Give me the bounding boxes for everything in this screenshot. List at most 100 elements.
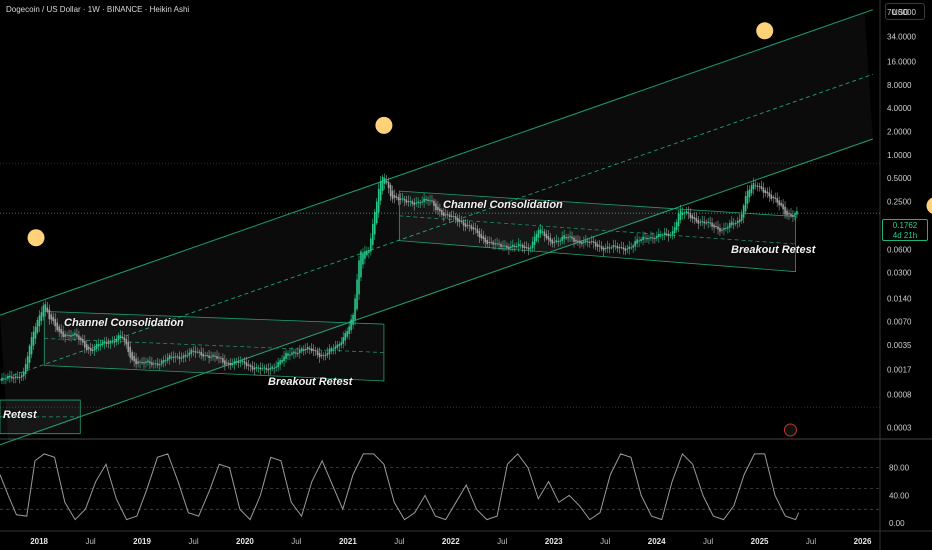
x-tick-label: Jul xyxy=(85,537,95,546)
candle-body xyxy=(121,336,124,338)
candle-body xyxy=(610,247,613,249)
candle-body xyxy=(705,222,707,224)
candle-body xyxy=(263,367,266,369)
candle-body xyxy=(228,362,230,364)
candle-body xyxy=(600,246,603,250)
candle-body xyxy=(11,376,13,379)
candle-body xyxy=(659,235,662,237)
currency-selector[interactable]: USD xyxy=(885,3,925,20)
candle-body xyxy=(99,344,102,346)
candle-body xyxy=(703,221,705,224)
candle-body xyxy=(253,367,256,370)
candle-body xyxy=(482,236,485,239)
candle-body xyxy=(28,345,31,363)
candle-body xyxy=(119,335,122,338)
candle-body xyxy=(590,240,593,243)
candle-body xyxy=(326,352,329,356)
candle-body xyxy=(72,334,74,336)
candle-body xyxy=(486,239,489,245)
candle-body xyxy=(470,225,473,229)
y-tick-label: 4.0000 xyxy=(887,104,912,113)
candle-body xyxy=(587,241,589,243)
candle-body xyxy=(583,241,585,244)
candle-body xyxy=(614,245,617,247)
last-price-label: 0.1762 4d 21h xyxy=(882,219,928,241)
candle-body xyxy=(342,337,345,344)
x-tick-label: 2018 xyxy=(30,537,48,546)
candle-body xyxy=(281,359,283,363)
candle-body xyxy=(626,248,629,250)
candle-body xyxy=(742,205,745,218)
candle-body xyxy=(182,355,185,359)
candle-body xyxy=(697,219,700,224)
candle-body xyxy=(472,227,475,230)
candle-body xyxy=(285,352,287,359)
candle-body xyxy=(322,354,325,356)
candle-body xyxy=(82,338,84,343)
candle-body xyxy=(758,186,761,188)
candle-body xyxy=(287,353,289,356)
candle-body xyxy=(766,191,769,194)
candle-body xyxy=(101,342,104,345)
candle-body xyxy=(334,346,337,350)
candle-body xyxy=(673,227,676,234)
candle-body xyxy=(364,251,366,259)
candle-body xyxy=(606,246,609,249)
candle-body xyxy=(778,200,780,206)
candle-body xyxy=(644,237,646,239)
candle-body xyxy=(725,227,727,229)
candle-body xyxy=(54,319,57,327)
candle-body xyxy=(429,200,431,202)
osc-y-tick-label: 40.00 xyxy=(889,491,910,500)
candle-body xyxy=(517,243,520,247)
candle-body xyxy=(76,334,78,337)
candle-body xyxy=(553,241,556,243)
candle-body xyxy=(754,185,757,187)
candle-body xyxy=(632,245,634,248)
candle-body xyxy=(249,365,252,367)
candle-body xyxy=(14,376,17,379)
candle-body xyxy=(464,223,467,227)
consolidation-box-0 xyxy=(0,399,81,435)
candle-body xyxy=(283,356,285,362)
candle-body xyxy=(502,245,504,247)
candle-body xyxy=(24,364,27,375)
candle-body xyxy=(222,358,224,363)
candle-body xyxy=(563,235,565,239)
candle-body xyxy=(151,362,153,366)
candle-body xyxy=(64,334,66,337)
last-price-value: 0.1762 xyxy=(892,221,918,230)
candle-body xyxy=(143,362,145,364)
candle-body xyxy=(620,247,623,249)
candle-body xyxy=(523,246,526,249)
candle-body xyxy=(646,237,648,240)
consolidation-box-1 xyxy=(43,310,385,382)
candle-body xyxy=(796,211,798,215)
candle-body xyxy=(425,198,427,201)
candle-body xyxy=(480,234,483,239)
y-tick-label: 0.2500 xyxy=(887,197,912,206)
candle-body xyxy=(413,202,416,205)
candle-body xyxy=(261,368,264,370)
candle-body xyxy=(717,226,719,230)
candle-body xyxy=(166,357,169,361)
candle-body xyxy=(395,196,398,198)
candle-body xyxy=(235,361,238,363)
candle-body xyxy=(569,236,571,238)
candle-body xyxy=(527,247,530,250)
candle-body xyxy=(42,305,45,317)
candle-body xyxy=(506,245,508,248)
candle-body xyxy=(356,279,358,310)
candle-body xyxy=(640,239,642,242)
candle-body xyxy=(731,221,733,226)
candle-body xyxy=(468,225,471,227)
candle-body xyxy=(792,214,794,217)
candle-body xyxy=(352,314,354,325)
candle-body xyxy=(324,355,327,357)
cycle-top-marker xyxy=(375,116,393,134)
candle-body xyxy=(383,177,386,184)
candle-body xyxy=(233,361,236,365)
candle-body xyxy=(598,245,601,247)
candle-body xyxy=(689,212,692,218)
